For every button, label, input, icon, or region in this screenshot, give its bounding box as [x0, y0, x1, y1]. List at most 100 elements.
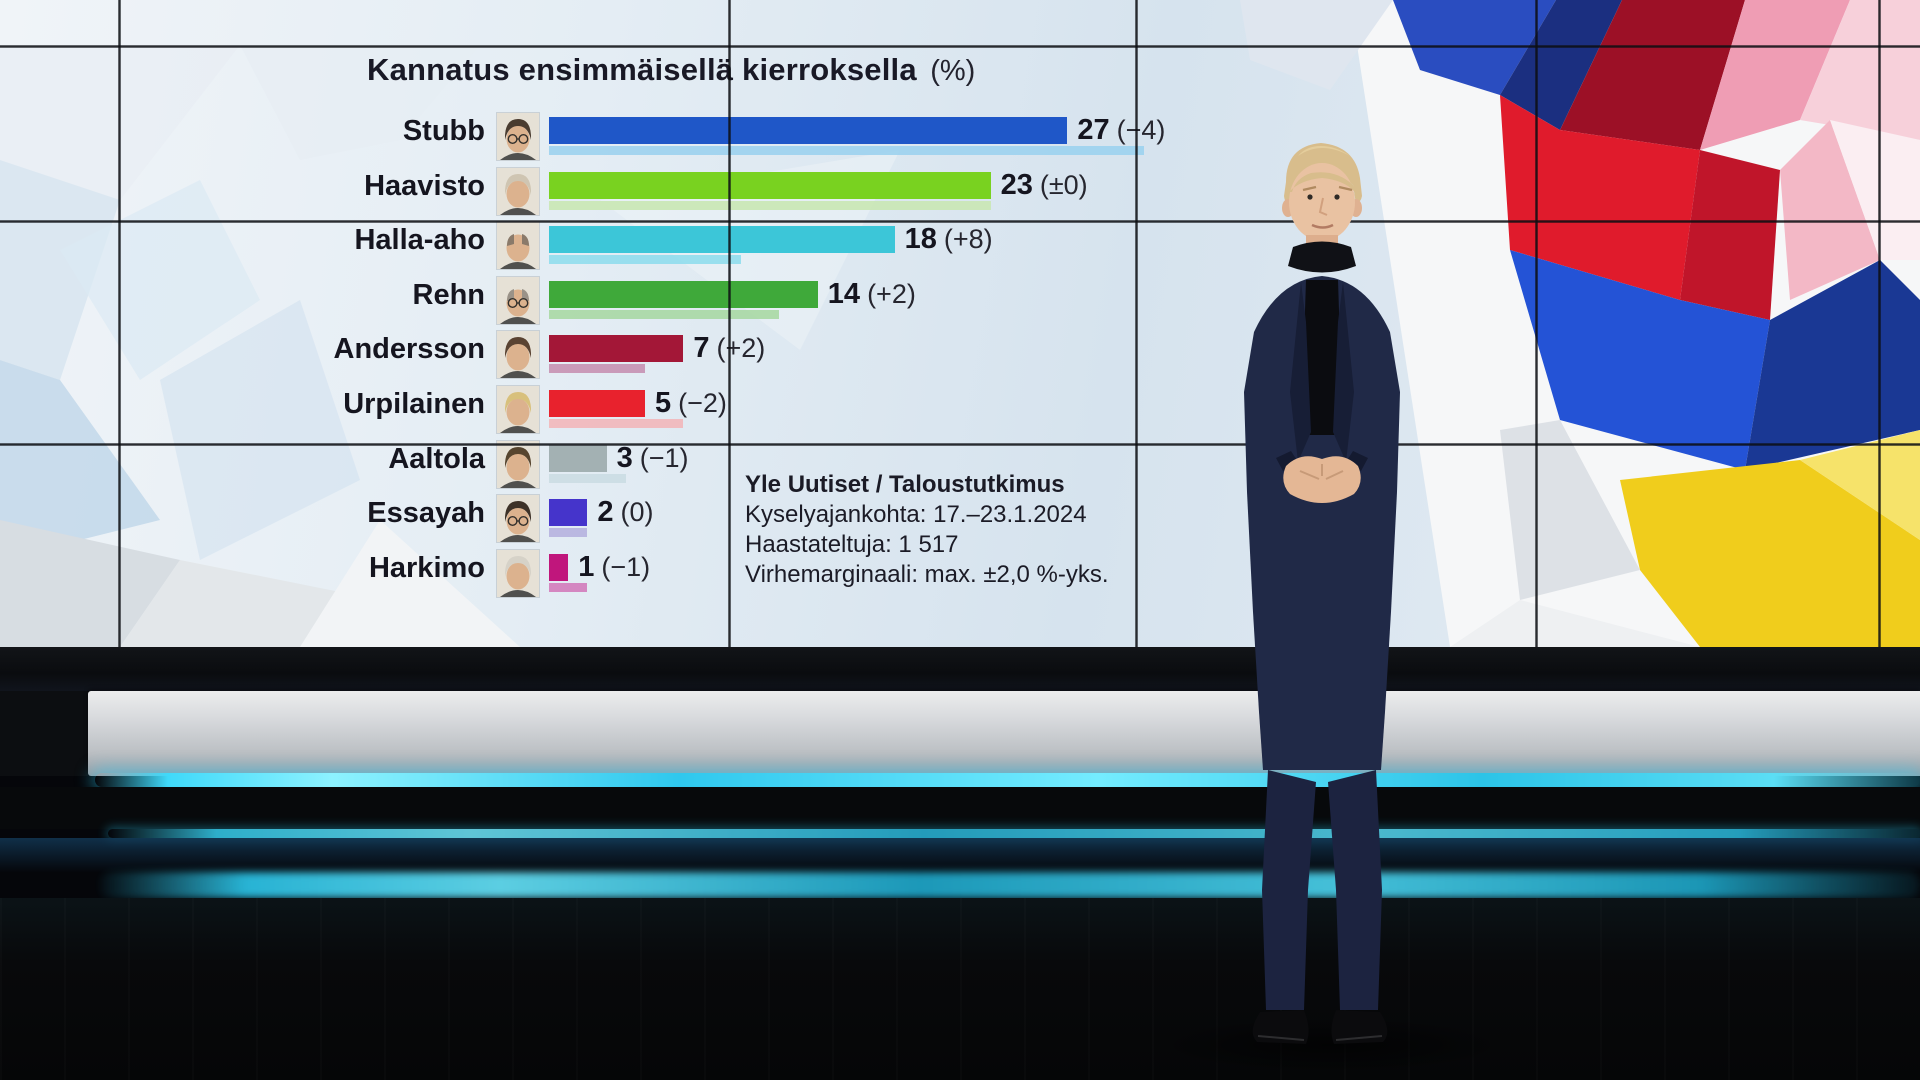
value-label: 3 (−1) — [617, 442, 689, 475]
candidate-label: Andersson — [333, 333, 485, 366]
change-label: (+8) — [943, 224, 993, 255]
candidate-photo — [497, 167, 539, 215]
wall-bezel-vertical — [1878, 0, 1881, 647]
candidate-photo — [497, 440, 539, 488]
bar-current — [549, 117, 1068, 144]
candidate-photo — [497, 549, 539, 597]
candidate-photo — [497, 113, 539, 160]
bar-current — [549, 335, 684, 363]
bar-current — [549, 226, 895, 254]
bar-previous — [549, 309, 780, 319]
candidate-label: Haavisto — [364, 169, 485, 202]
presenter-figure — [1244, 143, 1400, 1044]
candidate-label: Stubb — [402, 115, 485, 147]
bar-current — [549, 171, 991, 199]
candidate-photo — [497, 276, 539, 324]
source-note-line: Yle Uutiset / Taloustutkimus — [745, 471, 1065, 498]
wall-bezel-vertical — [1535, 0, 1538, 647]
value-number: 2 — [597, 496, 614, 529]
source-note-line: Virhemarginaali: max. ±2,0 %-yks. — [745, 561, 1109, 588]
candidate-label: Urpilainen — [343, 388, 485, 420]
presenter — [1244, 143, 1400, 1044]
chart-title: Kannatus ensimmäisellä kierroksella (%) — [367, 52, 975, 88]
value-label: 5 (−2) — [655, 387, 727, 420]
value-label: 27 (−4) — [1077, 114, 1165, 147]
floor-gap — [0, 787, 1920, 829]
chart-row-stubb: Stubb 27 (−4) — [285, 111, 1285, 165]
value-label: 2 (0) — [597, 496, 653, 529]
change-label: (−4) — [1116, 115, 1166, 145]
bar-current — [549, 390, 645, 417]
change-label: (−1) — [639, 442, 689, 473]
bar-previous — [549, 255, 741, 265]
source-note-line: Kyselyajankohta: 17.–23.1.2024 — [745, 501, 1087, 528]
bar-current — [549, 499, 588, 527]
value-number: 7 — [693, 332, 710, 365]
led-strip — [108, 829, 1920, 838]
chart-row-andersson: Andersson 7 (+2) — [285, 329, 1285, 383]
change-label: (0) — [620, 497, 654, 528]
chart-row-harkimo: Harkimo 1 (−1) — [285, 548, 1285, 602]
bar-current — [549, 553, 569, 581]
led-strip — [95, 773, 1920, 787]
bar-current — [549, 280, 818, 308]
chart-row-aaltola: Aaltola 3 (−1) — [285, 439, 1285, 493]
chart-row-halla-aho: Halla-aho 18 (+8) — [285, 220, 1285, 274]
value-number: 27 — [1077, 114, 1110, 146]
poll-chart: Kannatus ensimmäisellä kierroksella (%) … — [285, 52, 1285, 602]
wall-bezel-horizontal — [0, 220, 1920, 223]
chart-row-urpilainen: Urpilainen 5 (−2) — [285, 384, 1285, 438]
wall-facets-left — [0, 45, 900, 647]
candidate-photo — [497, 495, 539, 543]
chart-row-essayah: Essayah 2 (0) — [285, 493, 1285, 547]
candidate-label: Harkimo — [368, 551, 485, 584]
chart-title-unit: (%) — [930, 55, 976, 87]
source-note: Yle Uutiset / Taloustutkimus Kyselyajank… — [745, 470, 1175, 590]
bar-previous — [549, 582, 588, 592]
value-number: 18 — [904, 223, 937, 256]
bar-previous — [549, 473, 626, 483]
change-label: (±0) — [1039, 169, 1088, 200]
studio-platform — [88, 691, 1920, 776]
led-reflection — [100, 872, 1920, 898]
chart-row-haavisto: Haavisto 23 (±0) — [285, 166, 1285, 220]
led-underglow — [0, 838, 1920, 872]
wall-graphics — [0, 0, 1920, 647]
wall-bezel-vertical — [1135, 0, 1138, 647]
value-label: 14 (+2) — [828, 278, 916, 311]
wall-bezel-vertical — [728, 0, 731, 647]
value-label: 18 (+8) — [905, 223, 993, 256]
value-label: 23 (±0) — [1001, 169, 1088, 202]
studio-video-wall — [0, 0, 1920, 647]
candidate-label: Rehn — [412, 278, 486, 311]
value-number: 23 — [1000, 168, 1033, 201]
candidate-photo — [497, 386, 539, 433]
candidate-label: Halla-aho — [354, 224, 485, 257]
bar-previous — [549, 364, 645, 374]
election-graphic — [1240, 0, 1920, 647]
candidate-photo — [497, 222, 539, 270]
bar-previous — [549, 528, 588, 538]
change-label: (−1) — [601, 551, 651, 582]
change-label: (+2) — [867, 278, 916, 309]
bar-previous — [549, 146, 1145, 155]
studio-floor — [0, 898, 1920, 1080]
change-label: (+2) — [716, 333, 766, 364]
value-number: 1 — [578, 550, 595, 583]
change-label: (−2) — [678, 388, 727, 418]
chart-row-rehn: Rehn 14 (+2) — [285, 275, 1285, 329]
chart-title-text: Kannatus ensimmäisellä kierroksella — [367, 52, 917, 87]
source-note-line: Haastateltuja: 1 517 — [745, 531, 959, 558]
value-number: 3 — [616, 441, 633, 474]
floor-shadow-left — [0, 691, 88, 776]
bar-previous — [549, 200, 991, 210]
bar-previous — [549, 419, 684, 428]
value-number: 14 — [827, 277, 861, 310]
value-label: 1 (−1) — [578, 551, 650, 584]
bar-current — [549, 444, 607, 472]
wall-bezel-horizontal — [0, 443, 1920, 446]
wall-bezel-vertical — [118, 0, 121, 647]
value-label: 7 (+2) — [693, 332, 765, 365]
wall-base-band — [0, 647, 1920, 691]
